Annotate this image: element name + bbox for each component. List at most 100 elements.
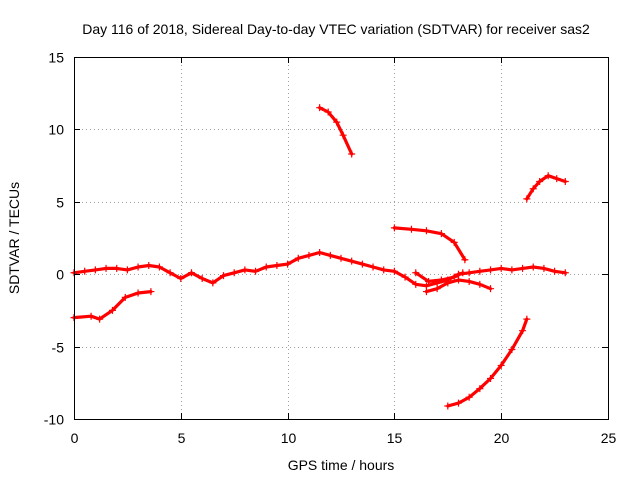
y-tick-label: 0 [56, 267, 64, 283]
data-point [177, 275, 185, 283]
data-point [412, 280, 420, 288]
data-point [134, 289, 142, 297]
data-point [540, 264, 548, 272]
data-point [422, 227, 430, 235]
series-track-2 [70, 288, 155, 323]
data-point [96, 315, 104, 323]
data-point [454, 399, 462, 407]
data-point [252, 267, 260, 275]
x-tick-label: 10 [281, 430, 297, 446]
data-point [316, 248, 324, 256]
data-point [487, 266, 495, 274]
data-point [187, 269, 195, 277]
x-tick-label: 0 [71, 430, 79, 446]
data-point [369, 263, 377, 271]
data-point [155, 263, 163, 271]
plot-frame [74, 57, 609, 420]
data-point [147, 288, 155, 296]
data-point [465, 277, 473, 285]
data-point [91, 266, 99, 274]
data-point [561, 269, 569, 277]
data-point [412, 269, 420, 277]
data-point [523, 195, 531, 203]
data-point [198, 275, 206, 283]
data-point [444, 402, 452, 410]
series-track-3 [316, 104, 356, 158]
data-point [497, 264, 505, 272]
data-point [390, 224, 398, 232]
data-point [81, 267, 89, 275]
data-point [108, 306, 116, 314]
data-point [465, 393, 473, 401]
data-point [476, 280, 484, 288]
data-point [390, 267, 398, 275]
data-point [113, 264, 121, 272]
x-tick-label: 15 [387, 430, 403, 446]
data-point [461, 256, 469, 264]
data-point [316, 104, 324, 112]
data-point [529, 185, 537, 193]
data-point [380, 266, 388, 274]
data-point [450, 238, 458, 246]
data-point [166, 269, 174, 277]
y-tick-label: 5 [56, 195, 64, 211]
data-point [294, 254, 302, 262]
data-point [102, 264, 110, 272]
x-tick-label: 25 [601, 430, 617, 446]
data-point [519, 327, 527, 335]
data-point [348, 150, 356, 158]
series-line [72, 290, 153, 321]
x-tick-label: 5 [178, 430, 186, 446]
data-point [459, 269, 467, 277]
data-point [134, 263, 142, 271]
data-point [422, 288, 430, 296]
data-point [476, 267, 484, 275]
data-point [401, 273, 409, 281]
data-point [551, 267, 559, 275]
data-point [433, 285, 441, 293]
data-point [508, 345, 516, 353]
data-point [262, 263, 270, 271]
data-point [544, 172, 552, 180]
data-point [508, 266, 516, 274]
y-tick-label: -5 [52, 340, 65, 356]
data-point [333, 118, 341, 126]
data-point [209, 279, 217, 287]
data-point [230, 269, 238, 277]
data-point [241, 266, 249, 274]
data-point [529, 263, 537, 271]
data-point [425, 277, 433, 285]
grid [74, 57, 608, 419]
data-point [123, 266, 131, 274]
series-track-4 [390, 224, 469, 264]
data-point [519, 264, 527, 272]
data-point [121, 293, 129, 301]
y-tick-label: 10 [48, 122, 64, 138]
series-track-1 [70, 248, 569, 290]
data-point [305, 251, 313, 259]
data-point [536, 178, 544, 186]
data-point [324, 108, 332, 116]
data-point [348, 257, 356, 265]
data-point [454, 276, 462, 284]
x-axis-label: GPS time / hours [288, 457, 395, 473]
axis-ticks: 0 5 10 15 20 25 -10 -5 0 5 10 15 [44, 50, 617, 447]
data-point [145, 262, 153, 270]
chart-title: Day 116 of 2018, Sidereal Day-to-day VTE… [82, 21, 590, 37]
data-point [358, 260, 366, 268]
data-point [87, 312, 95, 320]
data-point [523, 315, 531, 323]
data-point [465, 269, 473, 277]
data-point [497, 361, 505, 369]
series-track-7 [444, 315, 531, 410]
data-point [553, 175, 561, 183]
series-track-6 [412, 269, 467, 285]
data-point [339, 131, 347, 139]
y-tick-label: -10 [44, 412, 64, 428]
data-point [487, 374, 495, 382]
data-point [450, 273, 458, 281]
data-traces [70, 104, 569, 410]
series-line [318, 106, 354, 156]
data-point [561, 178, 569, 186]
